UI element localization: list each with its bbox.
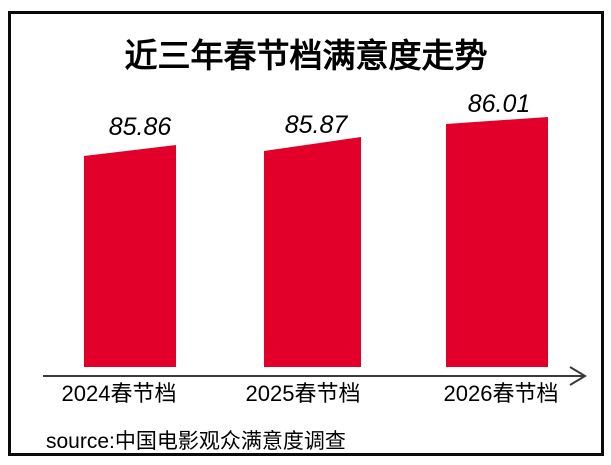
bar-2025 — [264, 137, 361, 367]
x-axis-label-2025: 2025春节档 — [245, 381, 361, 406]
x-axis-label-2026: 2026春节档 — [443, 381, 559, 406]
bar-value-2026: 86.01 — [467, 90, 531, 118]
source-note: source:中国电影观众满意度调查 — [46, 430, 346, 453]
chart-title: 近三年春节档满意度走势 — [124, 37, 488, 74]
bar-2026 — [446, 117, 548, 367]
x-axis-arrow-icon — [43, 366, 587, 386]
chart-frame: 近三年春节档满意度走势 85.86 85.87 86.01 2024春节档 20… — [8, 11, 604, 456]
bar-2024 — [84, 145, 176, 367]
bar-value-2025: 85.87 — [284, 111, 348, 139]
x-axis-label-2024: 2024春节档 — [61, 381, 177, 406]
bar-value-2024: 85.86 — [108, 113, 172, 141]
